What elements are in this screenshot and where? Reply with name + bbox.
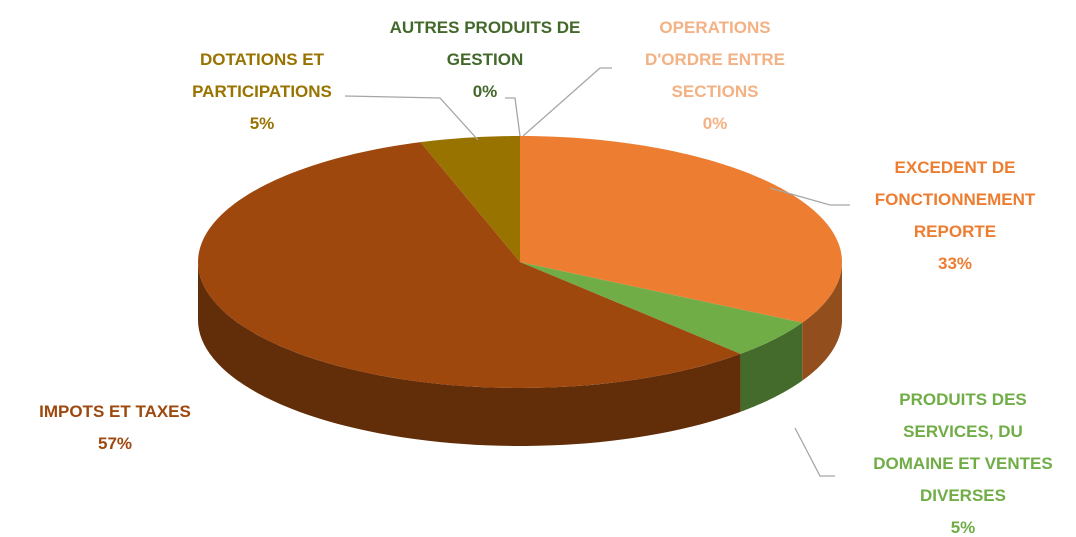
pie-side	[740, 322, 803, 412]
leader-line	[522, 67, 612, 137]
data-label: DOTATIONS ET PARTICIPATIONS 5%	[172, 44, 352, 140]
data-label: IMPOTS ET TAXES 57%	[5, 396, 225, 460]
value-label: 57%	[97, 434, 133, 453]
pie-slice	[420, 136, 520, 262]
leader-line	[344, 95, 479, 141]
data-label: EXCEDENT DE FONCTIONNEMENT REPORTE 33%	[855, 152, 1055, 280]
value-label: 0%	[472, 82, 498, 101]
category-label: EXCEDENT DE FONCTIONNEMENT REPORTE	[874, 158, 1036, 241]
category-label: OPERATIONS D'ORDRE ENTRE SECTIONS	[644, 18, 786, 101]
data-label: PRODUITS DES SERVICES, DU DOMAINE ET VEN…	[863, 384, 1063, 537]
data-label: AUTRES PRODUITS DE GESTION 0%	[365, 12, 605, 108]
category-label: IMPOTS ET TAXES	[39, 402, 191, 421]
value-label: 5%	[950, 518, 976, 537]
value-label: 33%	[937, 254, 973, 273]
category-label: AUTRES PRODUITS DE GESTION	[389, 18, 581, 69]
pie-slice	[520, 136, 842, 323]
pie-side	[198, 262, 741, 446]
value-label: 0%	[702, 114, 728, 133]
leader-line	[794, 427, 835, 477]
value-label: 5%	[249, 114, 275, 133]
category-label: PRODUITS DES SERVICES, DU DOMAINE ET VEN…	[873, 390, 1053, 505]
leader-line	[505, 97, 521, 137]
leader-line	[769, 187, 850, 206]
pie-side	[802, 262, 842, 381]
pie-slice	[520, 262, 803, 354]
category-label: DOTATIONS ET PARTICIPATIONS	[192, 50, 332, 101]
data-label: OPERATIONS D'ORDRE ENTRE SECTIONS 0%	[635, 12, 795, 140]
pie-slice	[198, 142, 741, 388]
